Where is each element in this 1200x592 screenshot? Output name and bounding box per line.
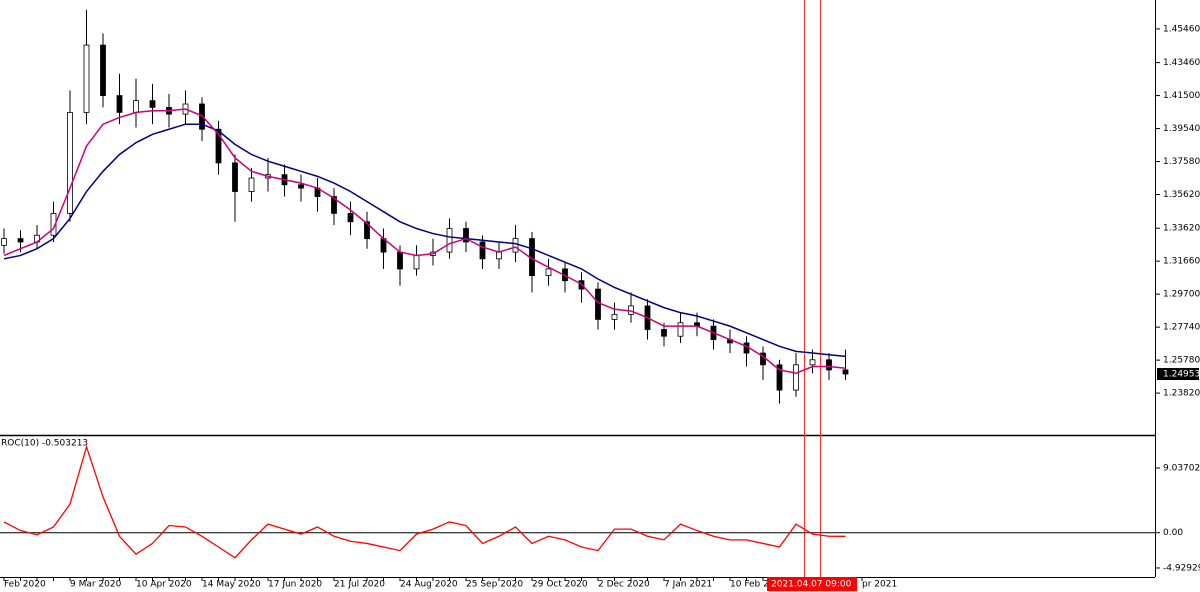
y-tick-label: 1.35620 bbox=[1163, 190, 1200, 200]
moving-average bbox=[3, 123, 846, 358]
x-tick-label: 10 Apr 2020 bbox=[136, 580, 192, 590]
candle-body bbox=[512, 238, 519, 253]
candle-body bbox=[826, 359, 832, 371]
moving-average bbox=[3, 108, 846, 375]
y-tick-label: 1.31660 bbox=[1163, 257, 1200, 267]
y-tick-label: 1.33620 bbox=[1163, 224, 1200, 234]
roc-line bbox=[3, 444, 846, 559]
candle-body bbox=[611, 313, 618, 320]
candle-body bbox=[661, 329, 667, 337]
candle-body bbox=[17, 238, 24, 243]
x-tick-label: 17 Jun 2020 bbox=[268, 580, 322, 590]
candle-body bbox=[1, 238, 7, 246]
x-tick-label: 2 Dec 2020 bbox=[598, 580, 650, 590]
candle-body bbox=[67, 112, 73, 214]
indicator-title: ROC(10) -0.503213 bbox=[1, 439, 88, 449]
x-tick-label: 7 Jan 2021 bbox=[664, 580, 712, 590]
y-tick-label: 1.41500 bbox=[1163, 91, 1200, 101]
y-tick-label: 1.25780 bbox=[1163, 356, 1200, 366]
crosshair-label-box bbox=[767, 577, 857, 591]
y-tick-label: 0.00 bbox=[1163, 528, 1183, 538]
y-tick-label: 1.27740 bbox=[1163, 323, 1200, 333]
candle-body bbox=[215, 128, 222, 164]
y-tick-label: 1.29700 bbox=[1163, 290, 1200, 300]
candle-body bbox=[298, 184, 304, 189]
candle-body bbox=[100, 44, 106, 96]
x-tick-label: 14 May 2020 bbox=[202, 580, 261, 590]
candle-body bbox=[413, 255, 420, 270]
y-tick-label: 1.23820 bbox=[1163, 389, 1200, 399]
x-tick-label: 9 Mar 2020 bbox=[70, 580, 122, 590]
y-tick-label: 1.45460 bbox=[1163, 24, 1200, 34]
y-tick-label: -4.929294 bbox=[1163, 563, 1200, 573]
candle-body bbox=[809, 359, 816, 366]
last-price-label: 1.24953 bbox=[1163, 370, 1200, 380]
candle-body bbox=[116, 95, 123, 113]
x-tick-label: 24 Aug 2020 bbox=[400, 580, 458, 590]
candle-body bbox=[793, 364, 799, 391]
candle-body bbox=[479, 241, 486, 260]
candle-body bbox=[83, 44, 90, 113]
candle-body bbox=[545, 268, 552, 277]
y-tick-label: 9.037026 bbox=[1163, 464, 1200, 474]
candle-body bbox=[595, 288, 601, 320]
candle-body bbox=[446, 228, 453, 253]
y-tick-label: 1.43460 bbox=[1163, 58, 1200, 68]
crosshair-label: 2021.04.07 09:00 bbox=[771, 580, 852, 590]
candle-body bbox=[776, 364, 783, 391]
candle-body bbox=[364, 221, 370, 240]
candle-body bbox=[149, 100, 156, 108]
x-tick-label: Feb 2020 bbox=[4, 580, 46, 590]
candle-body bbox=[232, 162, 238, 192]
x-tick-label: pr 2021 bbox=[862, 580, 897, 590]
candle-body bbox=[842, 369, 849, 375]
x-tick-label: 29 Oct 2020 bbox=[532, 580, 588, 590]
x-tick-label: 25 Sep 2020 bbox=[466, 580, 523, 590]
candle-body bbox=[331, 196, 337, 214]
x-tick-label: 10 Feb 2021 bbox=[730, 580, 786, 590]
x-tick-label: 21 Jul 2020 bbox=[334, 580, 385, 590]
candle-body bbox=[496, 251, 502, 260]
y-tick-label: 1.39540 bbox=[1163, 124, 1200, 134]
y-tick-label: 1.37580 bbox=[1163, 157, 1200, 167]
candle-body bbox=[248, 177, 255, 192]
candle-body bbox=[347, 212, 354, 223]
candle-body bbox=[133, 100, 139, 113]
candle-body bbox=[677, 322, 684, 337]
candle-body bbox=[397, 251, 403, 270]
last-price-box bbox=[1157, 368, 1199, 381]
candle-body bbox=[463, 228, 469, 243]
